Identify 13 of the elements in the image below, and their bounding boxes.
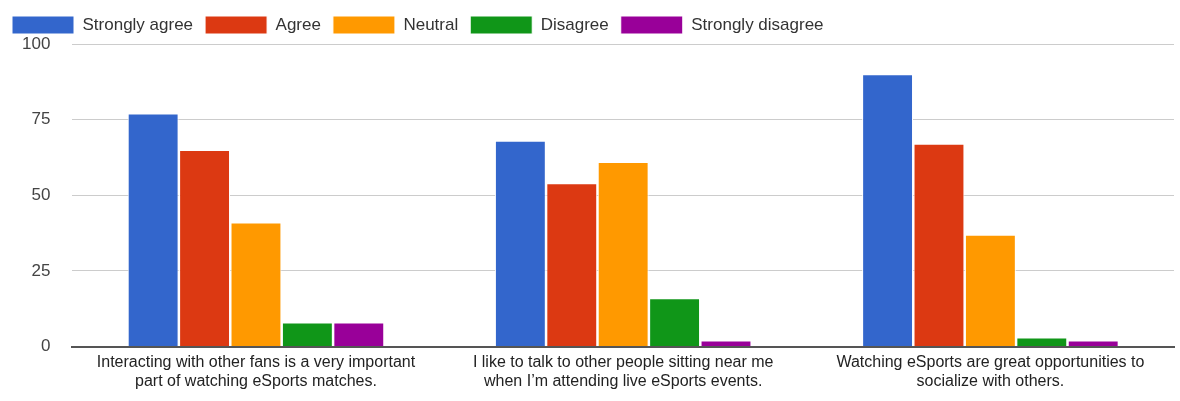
x-tick-label: I like to talk to other people sitting near me when I’m attending live eSports events. — [472, 352, 774, 389]
x-tick-label: Interacting with other fans is a very important part of watching eSports matches. — [96, 352, 416, 389]
legend-label: Agree — [275, 14, 321, 34]
legend-label: Disagree — [540, 14, 609, 34]
y-tick-label: 75 — [31, 109, 51, 129]
y-tick-label: 100 — [21, 33, 51, 53]
x-tick-label: Watching eSports are great opportunities to socialize with others. — [836, 352, 1145, 389]
y-tick-label: 25 — [31, 260, 51, 280]
legend-label: Neutral — [403, 14, 459, 34]
legend-label: Strongly disagree — [691, 14, 824, 34]
y-tick-label: 0 — [40, 336, 51, 356]
legend-label: Strongly agree — [82, 14, 194, 34]
y-tick-label: 50 — [31, 184, 51, 204]
